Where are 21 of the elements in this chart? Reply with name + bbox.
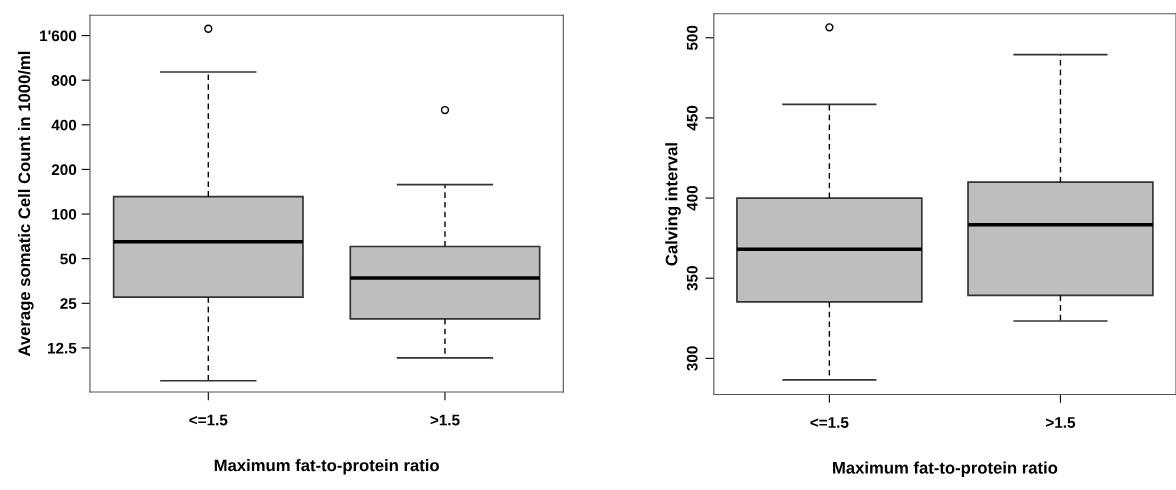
y-tick-label: 25 [60,298,77,309]
x-axis-title: Maximum fat-to-protein ratio [833,461,1058,478]
y-tick-label: 100 [52,208,77,220]
y-axis-title: Average somatic Cell Count in 1000/ml [17,51,34,357]
y-tick-label: 800 [51,75,77,86]
y-tick-label: 400 [51,119,77,131]
y-tick-label: 350 [686,266,698,291]
x-tick-label: <=1.5 [189,414,228,426]
y-tick-label: 300 [686,346,698,371]
y-tick-label: 400 [686,185,698,211]
y-tick-label: 12.5 [48,342,77,354]
y-tick-label: 1'600 [40,30,77,42]
x-tick-label: <=1.5 [810,417,849,428]
x-tick-label: >1.5 [430,414,460,426]
y-tick-label: 450 [686,105,698,131]
y-tick-label: 500 [686,25,698,51]
x-tick-label: >1.5 [1046,417,1076,428]
y-tick-label: 50 [60,253,77,265]
y-tick-label: 200 [51,164,77,176]
x-axis-title: Maximum fat-to-protein ratio [214,459,439,475]
y-axis-title: Calving interval [665,143,681,266]
